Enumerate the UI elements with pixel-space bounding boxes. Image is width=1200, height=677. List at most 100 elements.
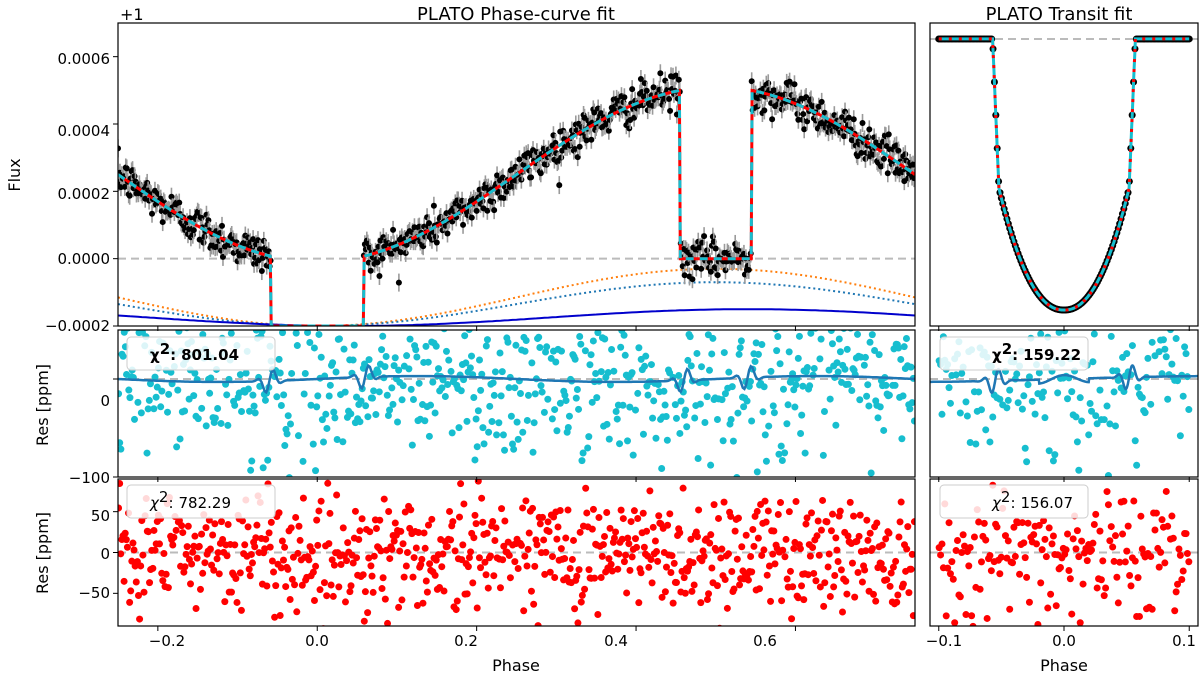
tres2-residual-point (1023, 573, 1031, 581)
res1-residual-point (676, 429, 684, 437)
res1-residual-point (326, 381, 334, 389)
tres2-points (935, 481, 1193, 626)
tres1-residual-point (1131, 437, 1139, 445)
res1-residual-point (529, 448, 537, 456)
res2-residual-point (496, 584, 504, 592)
res1-residual-point (528, 359, 536, 367)
tres2-residual-point (983, 614, 991, 622)
tres1-residual-point (945, 384, 953, 392)
res2-residual-point (397, 527, 405, 535)
res1-residual-point (448, 429, 456, 437)
res1-residual-point (252, 330, 260, 334)
res2-residual-point (407, 506, 415, 514)
res1-residual-point (721, 390, 729, 398)
data-point (444, 230, 451, 237)
res2-residual-point (623, 589, 631, 597)
tres1-residual-point (977, 406, 985, 414)
res1-residual-point (379, 332, 387, 340)
res2-residual-point (159, 577, 167, 585)
tres1-residual-point (1076, 394, 1084, 402)
res2-residual-point (233, 598, 241, 606)
res2-residual-point (765, 562, 773, 570)
res2-residual-point (878, 541, 886, 549)
res2-residual-point (721, 576, 729, 584)
res2-residual-point (202, 524, 210, 532)
res1-residual-point (357, 397, 365, 405)
res2-residual-point (782, 535, 790, 543)
res1-residual-point (441, 393, 449, 401)
res1-residual-point (696, 400, 704, 408)
res2-residual-point (594, 610, 602, 618)
res2-residual-point (123, 543, 131, 551)
res1-residual-point (466, 364, 474, 372)
res2-residual-point (281, 543, 289, 551)
res2-residual-point (378, 585, 386, 593)
res2-residual-point (241, 541, 249, 549)
res2-residual-point (771, 560, 779, 568)
data-point (205, 217, 212, 224)
res2-residual-point (239, 517, 247, 525)
tres1-residual-point (1103, 402, 1111, 410)
flux-tick-0002: 0.0002 (58, 185, 111, 203)
res2-residual-point (470, 534, 478, 542)
data-point (402, 249, 409, 256)
res2-residual-point (432, 556, 440, 564)
res2-residual-point (570, 536, 578, 544)
res1-residual-point (444, 380, 452, 388)
chi2-res2-text: χ2: 782.29 (149, 488, 231, 512)
res2-residual-point (812, 577, 820, 585)
tres1-residual-point (1172, 335, 1180, 343)
data-point (637, 76, 644, 83)
tres2-residual-point (1168, 512, 1176, 520)
data-point (801, 126, 808, 133)
res2-residual-point (529, 504, 537, 512)
res2-residual-point (614, 565, 622, 573)
res1-residual-point (649, 414, 657, 422)
res1-residual-point (293, 342, 301, 350)
res2-residual-point (134, 591, 142, 599)
cyan-model-line (118, 88, 915, 326)
res2-residual-point (140, 588, 148, 596)
res2-residual-point (137, 562, 145, 570)
res2-residual-point (118, 480, 124, 488)
res1-residual-point (463, 417, 471, 425)
res2-residual-point (337, 560, 345, 568)
res1-residual-point (229, 305, 236, 312)
res1-residual-point (438, 384, 446, 392)
res2-tick-m50: −50 (78, 584, 110, 602)
res1-residual-point (801, 449, 809, 457)
res1-residual-point (164, 408, 172, 416)
tres2-residual-point (1011, 552, 1019, 560)
res2-residual-point (781, 553, 789, 561)
tres2-residual-point (1090, 521, 1098, 529)
res1-residual-point (775, 450, 783, 458)
res2-residual-point (320, 579, 328, 587)
res1-residual-point (216, 266, 223, 273)
res2-residual-point (851, 593, 859, 601)
tres2-residual-point (1065, 566, 1073, 574)
res1-residual-point (535, 333, 543, 341)
tres2-residual-point (1056, 563, 1064, 571)
res2-residual-point (263, 582, 271, 590)
res1-residual-point (571, 355, 579, 363)
res2-residual-point (227, 588, 235, 596)
res2-residual-point (183, 543, 191, 551)
tres2-residual-point (1020, 539, 1028, 547)
res2-residual-point (355, 535, 363, 543)
res1-residual-point (553, 427, 561, 435)
res1-residual-point (908, 399, 915, 407)
chi2-tres1-value: 159.22 (1023, 346, 1081, 364)
res1-residual-point (660, 387, 668, 395)
tres2-residual-point (1041, 535, 1049, 543)
tres2-residual-point (937, 551, 945, 559)
res2-residual-point (727, 512, 735, 520)
tres1-residual-point (1061, 330, 1069, 335)
tres2-residual-point (1109, 543, 1117, 551)
res1-residual-point (306, 338, 314, 346)
res2-residual-point (533, 541, 541, 549)
res2-residual-point (316, 586, 324, 594)
tres1-residual-point (1162, 353, 1170, 361)
res1-residual-point (794, 354, 802, 362)
chi2-res1-symbol: χ (150, 346, 160, 364)
res2-residual-point (577, 598, 585, 606)
